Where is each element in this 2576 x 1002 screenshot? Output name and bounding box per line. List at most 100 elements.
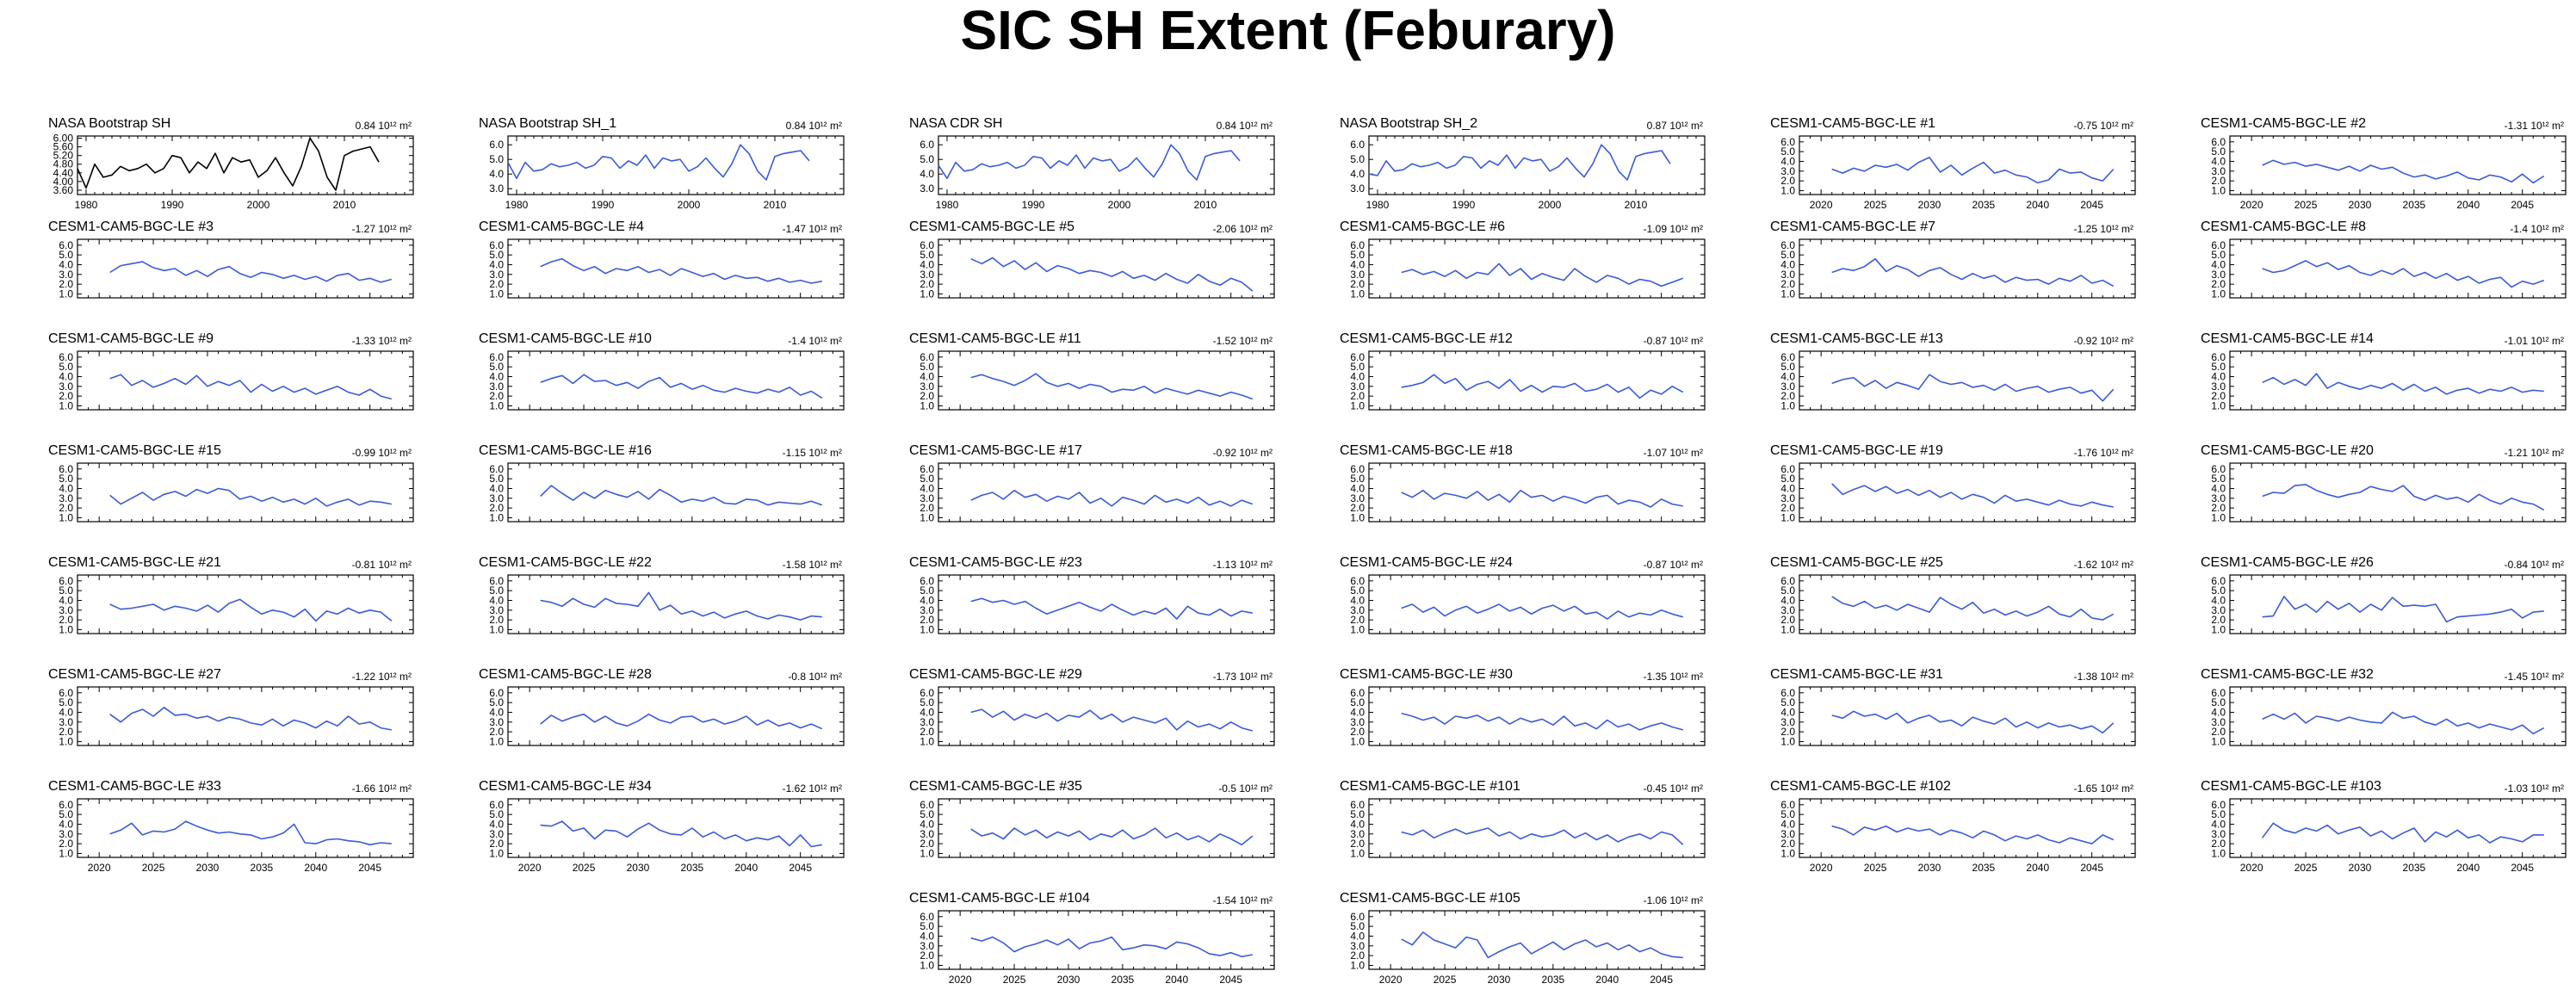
y-tick-label: 4.0 — [1780, 258, 1795, 270]
plot-frame — [938, 238, 1275, 299]
y-tick-label: 6.0 — [1780, 575, 1795, 587]
series-line — [2262, 260, 2545, 288]
panel-label: CESM1-CAM5-BGC-LE #20 — [2201, 443, 2374, 458]
y-tick-label: 1.0 — [489, 623, 504, 635]
chart-panel: CESM1-CAM5-BGC-LE #18 -1.07 10¹² m² 6.05.0… — [1340, 443, 1706, 523]
y-tick-label: 4.0 — [920, 482, 934, 494]
y-tick-label: 1.0 — [1780, 847, 1795, 859]
y-tick-label: 3.0 — [489, 716, 504, 728]
series-line — [1831, 257, 2115, 288]
y-tick-label: 1.0 — [489, 511, 504, 523]
y-tick-label: 2.0 — [2211, 502, 2226, 514]
series-line — [540, 591, 822, 621]
x-tick-label: 2030 — [2349, 862, 2372, 874]
chart-panel: CESM1-CAM5-BGC-LE #35 -0.5 10¹² m² 6.05.04… — [909, 779, 1275, 859]
y-tick-label: 3.0 — [920, 182, 934, 195]
y-tick-label: 5.0 — [1350, 361, 1365, 373]
y-tick-label: 3.0 — [1780, 380, 1795, 393]
series-line — [1831, 157, 2115, 184]
y-tick-label: 5.0 — [1350, 153, 1365, 165]
y-tick-label: 1.0 — [1780, 184, 1795, 196]
y-tick-label: 5.0 — [59, 808, 73, 820]
x-tick-label: 2030 — [1918, 862, 1941, 874]
trend-value: -1.01 10¹² m² — [2505, 335, 2564, 347]
y-tick-label: 3.0 — [2211, 828, 2226, 840]
series-line — [970, 708, 1254, 732]
y-tick-label: 3.0 — [1350, 182, 1365, 195]
chart-panel: CESM1-CAM5-BGC-LE #7 -1.25 10¹² m² 6.05.04… — [1770, 220, 2136, 300]
trend-value: -1.21 10¹² m² — [2505, 447, 2564, 459]
y-tick-label: 5.0 — [489, 361, 504, 373]
y-tick-label: 3.0 — [1350, 716, 1365, 728]
trend-value: -0.45 10¹² m² — [1644, 782, 1703, 795]
x-tick-label: 2020 — [2240, 199, 2263, 211]
y-tick-label: 5.0 — [1780, 145, 1795, 158]
series-line — [970, 827, 1254, 846]
y-tick-label: 1.0 — [1350, 399, 1365, 411]
x-tick-label: 2040 — [734, 862, 758, 874]
trend-value: -0.92 10¹² m² — [2074, 335, 2133, 347]
series-line — [970, 936, 1253, 958]
x-tick-label: 1980 — [1366, 199, 1390, 211]
y-tick-label: 4.0 — [1350, 706, 1365, 718]
y-tick-label: 3.0 — [59, 492, 73, 504]
y-tick-label: 1.0 — [1350, 288, 1365, 300]
series-line — [1401, 712, 1684, 731]
plot-frame — [507, 238, 845, 299]
y-tick-label: 3.0 — [1780, 492, 1795, 504]
y-tick-label: 5.0 — [489, 473, 504, 485]
series-line — [970, 373, 1254, 400]
panel-label: CESM1-CAM5-BGC-LE #28 — [479, 667, 652, 682]
x-tick-label: 2040 — [1595, 974, 1619, 986]
y-tick-label: 5.0 — [1350, 920, 1365, 932]
y-tick-label: 6.0 — [1780, 351, 1795, 363]
y-tick-label: 4.0 — [920, 818, 934, 830]
y-tick-label: 3.0 — [920, 604, 934, 616]
y-tick-label: 5.0 — [2211, 473, 2226, 485]
y-tick-label: 4.0 — [59, 818, 73, 830]
trend-value: -2.06 10¹² m² — [1213, 223, 1273, 235]
plot-frame — [507, 135, 845, 195]
y-tick-label: 1.0 — [1350, 623, 1365, 635]
x-tick-label: 2025 — [573, 862, 596, 874]
y-tick-label: 3.0 — [920, 492, 934, 504]
series-line — [1831, 710, 2115, 734]
x-tick-label: 2045 — [789, 862, 812, 874]
y-tick-label: 5.0 — [59, 473, 73, 485]
chart-panel: CESM1-CAM5-BGC-LE #23 -1.13 10¹² m² 6.05.0… — [909, 555, 1275, 635]
y-tick-label: 2.0 — [920, 949, 934, 962]
y-tick-label: 5.0 — [2211, 145, 2226, 158]
y-tick-label: 6.0 — [2211, 136, 2226, 148]
trend-value: 0.84 10¹² m² — [786, 120, 842, 132]
y-tick-label: 5.0 — [489, 808, 504, 820]
x-tick-label: 2020 — [88, 862, 111, 874]
panel-label: CESM1-CAM5-BGC-LE #31 — [1770, 667, 1943, 682]
y-tick-label: 2.0 — [1780, 726, 1795, 738]
y-tick-label: 4.0 — [1350, 258, 1365, 270]
x-tick-label: 2030 — [2349, 199, 2372, 211]
panel-label: CESM1-CAM5-BGC-LE #19 — [1770, 443, 1943, 458]
trend-value: -0.81 10¹² m² — [352, 559, 412, 571]
panel-label: CESM1-CAM5-BGC-LE #9 — [48, 331, 214, 346]
y-tick-label: 2.0 — [489, 390, 504, 402]
plot-frame — [77, 798, 414, 858]
plot-frame — [2229, 574, 2567, 634]
series-line — [970, 489, 1254, 507]
y-tick-label: 2.0 — [1350, 278, 1365, 290]
trend-value: -1.58 10¹² m² — [783, 559, 842, 571]
trend-value: 0.84 10¹² m² — [356, 120, 412, 132]
plot-frame — [77, 135, 414, 195]
trend-value: -1.47 10¹² m² — [783, 223, 842, 235]
series-line — [2262, 484, 2545, 511]
y-tick-label: 4.0 — [489, 370, 504, 382]
plot-frame — [77, 350, 414, 411]
panel-label: CESM1-CAM5-BGC-LE #23 — [909, 555, 1082, 570]
plot-frame — [938, 686, 1275, 746]
y-tick-label: 2.0 — [920, 502, 934, 514]
series-line — [938, 144, 1241, 181]
panel-label: CESM1-CAM5-BGC-LE #1 — [1770, 116, 1935, 131]
plot-frame — [938, 798, 1275, 858]
x-tick-label: 2040 — [2456, 862, 2480, 874]
trend-value: -1.06 10¹² m² — [1644, 894, 1703, 906]
y-tick-label: 1.0 — [1780, 511, 1795, 523]
